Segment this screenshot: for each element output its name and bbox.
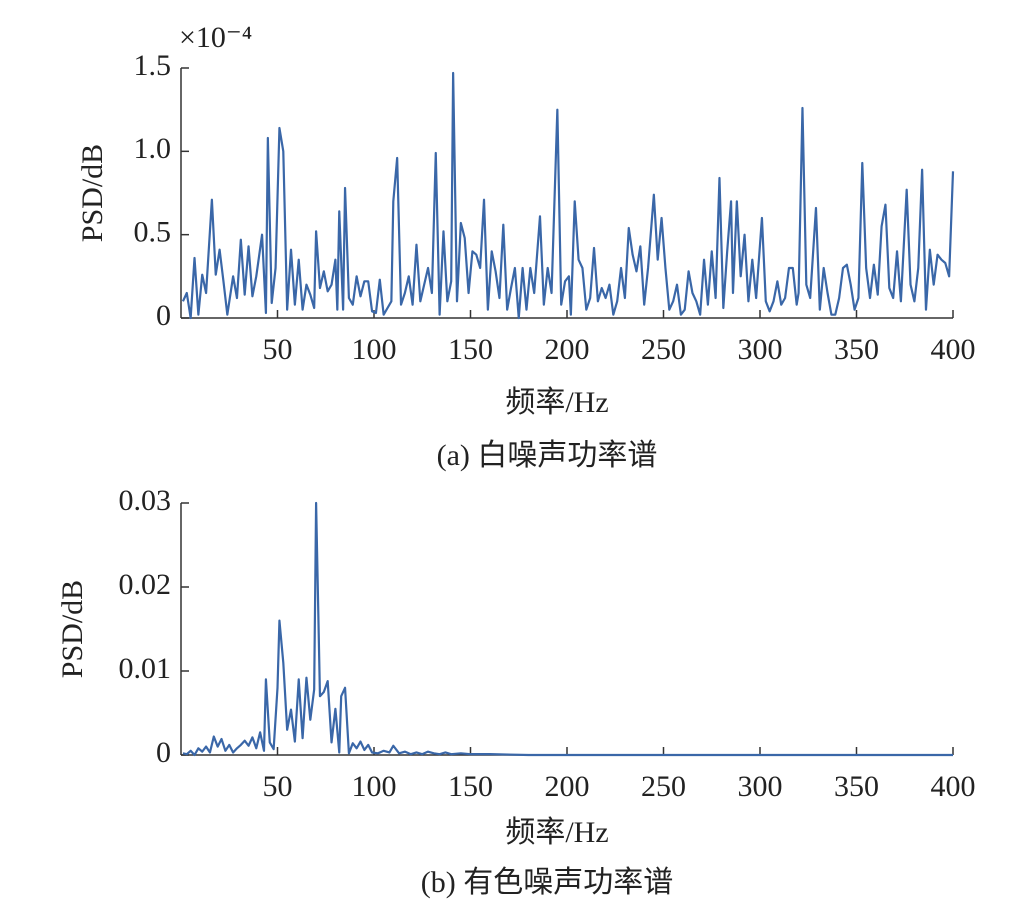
x-tick-label: 50 [263,770,293,803]
psd-line [182,501,953,757]
x-tick-label: 200 [545,770,590,803]
x-axis-label: 频率/Hz [505,386,608,419]
x-tick-label: 150 [448,770,493,803]
x-tick-label: 400 [931,770,976,803]
x-tick-label: 250 [641,770,686,803]
x-tick-label: 50 [263,333,293,366]
y-tick-label: 0.5 [134,216,172,249]
y-axis-label: PSD/dB [56,580,89,678]
y-tick-label: 0 [156,299,171,332]
x-tick-label: 150 [448,333,493,366]
x-tick-label: 200 [545,333,590,366]
x-tick-label: 350 [834,333,879,366]
x-tick-label: 100 [352,333,397,366]
y-scale-label: ×10⁻⁴ [179,21,252,54]
x-tick-label: 350 [834,770,879,803]
y-tick-label: 0.01 [119,652,172,685]
x-tick-label: 400 [931,333,976,366]
x-tick-label: 300 [738,333,783,366]
y-tick-label: 1.0 [134,132,172,165]
caption: (a) 白噪声功率谱 [437,439,658,472]
x-tick-label: 100 [352,770,397,803]
y-tick-label: 1.5 [134,49,172,82]
y-tick-label: 0 [156,736,171,769]
caption: (b) 有色噪声功率谱 [421,866,673,899]
y-axis-label: PSD/dB [76,144,109,242]
x-axis-label: 频率/Hz [505,816,608,849]
psd-line [181,71,955,320]
x-tick-label: 300 [738,770,783,803]
x-tick-label: 250 [641,333,686,366]
y-tick-label: 0.02 [119,568,172,601]
y-tick-label: 0.03 [119,484,172,517]
